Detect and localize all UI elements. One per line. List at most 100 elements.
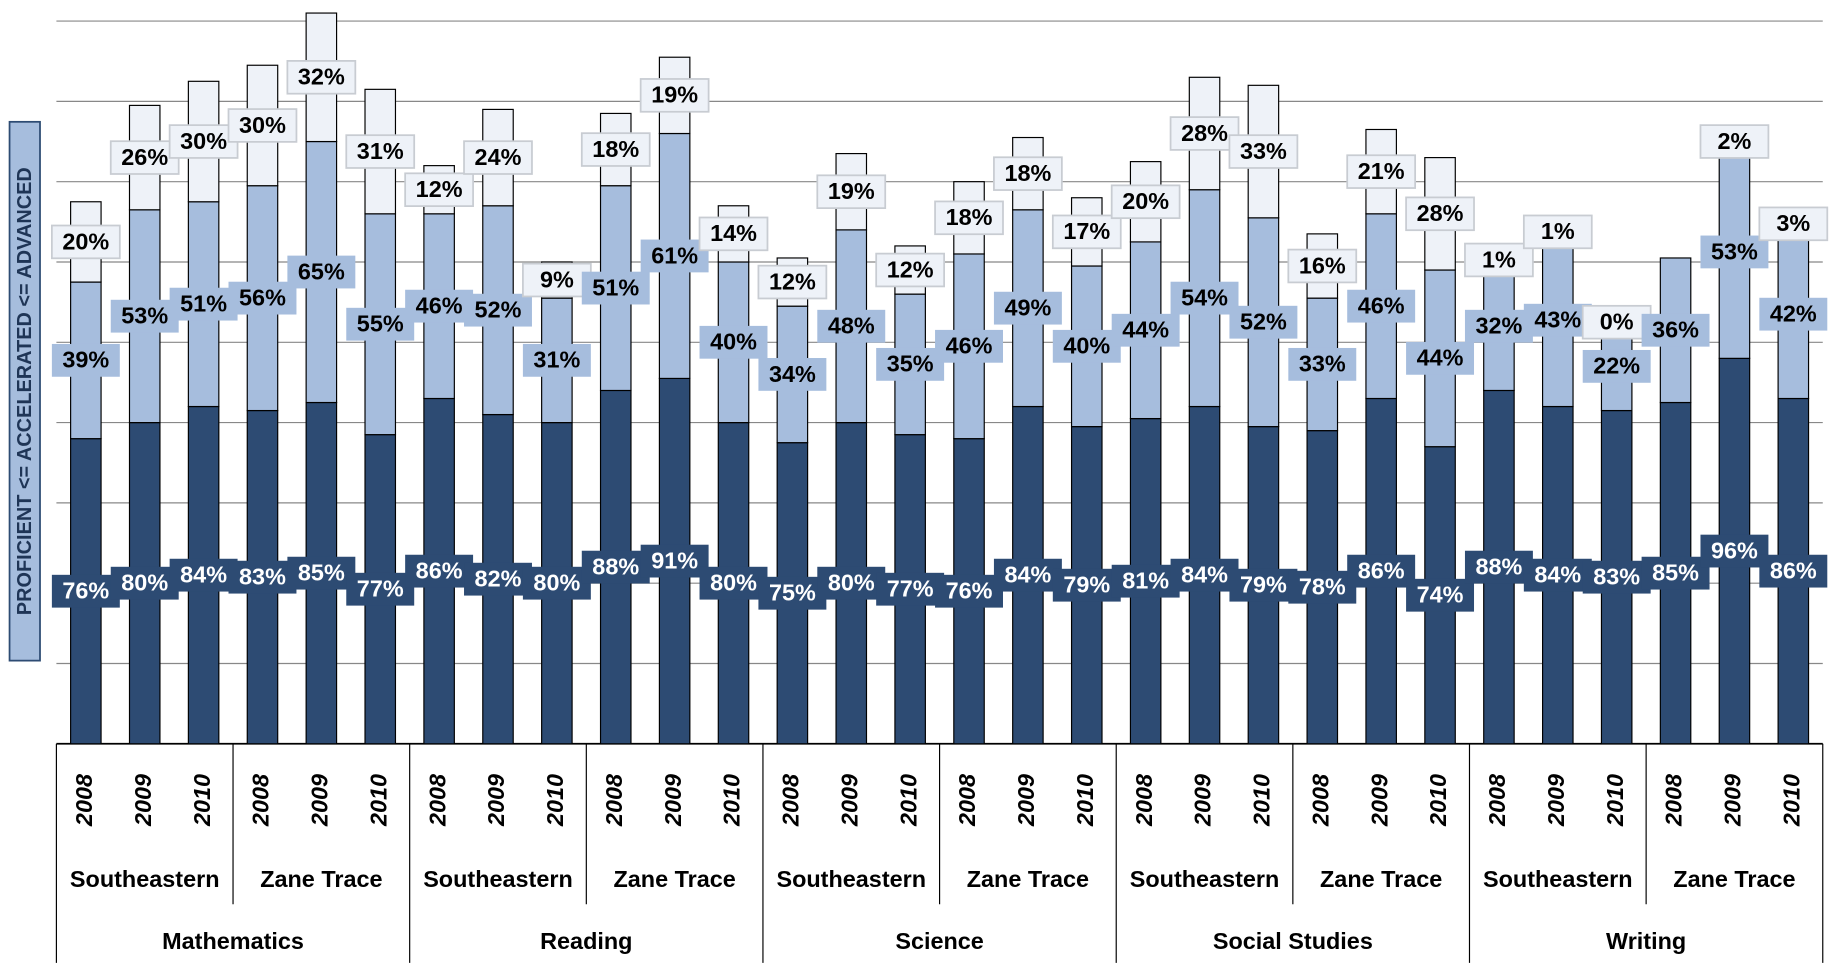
x-tick-label: 2008 [954, 774, 980, 827]
label-box [169, 558, 238, 592]
data-label: 30% [239, 112, 286, 138]
data-label: 19% [651, 82, 698, 108]
label-box [1347, 289, 1416, 323]
label-box [1523, 558, 1592, 592]
label-box [1759, 297, 1828, 331]
label-box [875, 252, 945, 288]
label-box [1111, 313, 1180, 347]
label-box [640, 239, 709, 273]
y-axis-title: PROFICIENT <= ACCELERATED <= ADVANCED [14, 167, 36, 615]
label-box [1111, 564, 1180, 598]
data-label: 85% [1652, 560, 1699, 586]
data-label: 40% [710, 329, 757, 355]
data-label: 1% [1482, 246, 1516, 272]
label-box [581, 550, 650, 584]
data-label: 84% [1534, 562, 1581, 588]
data-label: 12% [416, 176, 463, 202]
label-box [817, 566, 886, 600]
label-box [404, 172, 474, 207]
data-label: 80% [533, 570, 580, 596]
data-label: 49% [1004, 295, 1051, 321]
label-box [993, 156, 1063, 191]
label-box [757, 264, 828, 300]
label-box [1406, 578, 1475, 612]
label-box [1406, 341, 1475, 375]
x-tick-label: 2008 [1484, 774, 1510, 827]
data-label: 46% [1358, 293, 1405, 319]
data-label: 34% [769, 361, 816, 387]
label-box [1051, 214, 1122, 250]
x-tick-label: 2008 [601, 774, 627, 827]
label-box [1170, 281, 1239, 315]
label-box [1288, 570, 1357, 604]
x-tick-label: 2010 [719, 774, 745, 827]
x-tick-label: 2010 [1249, 774, 1275, 827]
x-tick-label: 2008 [1661, 774, 1687, 827]
data-label: 83% [239, 564, 286, 590]
label-box [1110, 184, 1181, 220]
school-label: Zane Trace [1673, 866, 1795, 892]
label-box [1228, 134, 1299, 169]
data-label: 12% [769, 268, 816, 294]
school-label: Zane Trace [260, 866, 382, 892]
data-label: 84% [1004, 562, 1051, 588]
label-box [993, 291, 1062, 325]
label-box [1052, 568, 1121, 602]
label-box [1523, 303, 1592, 337]
data-label: 81% [1122, 568, 1169, 594]
label-box [1700, 235, 1769, 269]
data-label: 31% [357, 138, 404, 164]
label-box [1052, 329, 1121, 363]
label-box [817, 309, 886, 343]
subject-label: Writing [1606, 928, 1686, 954]
data-label: 43% [1534, 307, 1581, 333]
label-box [345, 134, 416, 169]
label-box [168, 124, 239, 159]
label-box [227, 108, 298, 143]
label-box [1581, 304, 1652, 340]
data-label: 65% [298, 258, 345, 284]
label-box [1582, 560, 1651, 594]
label-box [110, 566, 179, 600]
data-label: 52% [1240, 309, 1287, 335]
data-label: 2% [1718, 128, 1752, 154]
label-box [1405, 196, 1475, 232]
data-label: 21% [1358, 158, 1405, 184]
y-axis-title-box [8, 120, 41, 662]
label-box [287, 556, 356, 590]
data-label: 76% [62, 578, 109, 604]
x-tick-label: 2009 [660, 774, 686, 827]
x-tick-label: 2008 [71, 774, 97, 827]
data-label: 77% [357, 576, 404, 602]
data-label: 20% [1122, 188, 1169, 214]
data-label: 79% [1240, 572, 1287, 598]
data-label: 1% [1541, 218, 1575, 244]
label-box [1229, 568, 1298, 602]
x-tick-label: 2010 [189, 774, 215, 827]
data-label: 46% [416, 293, 463, 319]
label-box [464, 293, 532, 327]
data-label: 83% [1593, 564, 1640, 590]
data-label: 91% [651, 547, 698, 573]
data-label: 24% [475, 144, 522, 170]
x-tick-label: 2010 [1425, 774, 1451, 827]
label-box [1758, 206, 1829, 242]
label-box [346, 307, 415, 341]
label-box [1641, 556, 1710, 590]
label-box [699, 566, 768, 600]
label-box [1169, 116, 1240, 151]
data-label: 84% [180, 562, 227, 588]
label-box [993, 558, 1062, 592]
label-box [522, 343, 591, 377]
data-label: 18% [592, 136, 639, 162]
data-label: 14% [710, 220, 757, 246]
data-label: 88% [1476, 553, 1523, 579]
label-box [935, 329, 1003, 363]
school-label: Southeastern [70, 866, 220, 892]
label-box [698, 216, 769, 252]
data-label: 16% [1299, 252, 1346, 278]
label-box [169, 287, 238, 321]
data-label: 75% [769, 580, 816, 606]
data-label: 77% [887, 576, 934, 602]
